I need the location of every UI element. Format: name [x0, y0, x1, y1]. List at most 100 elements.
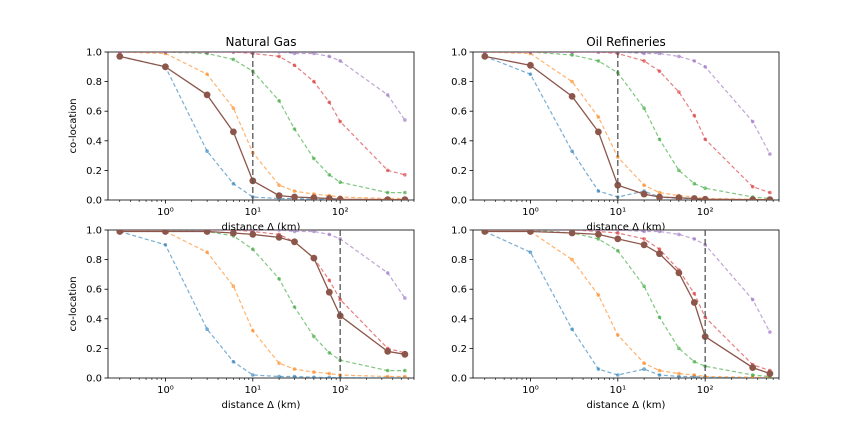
series-5-point — [528, 52, 533, 54]
y-tick-label: 0.0 — [451, 196, 467, 207]
chart-panel-2: 0.0 0.2 0.4 0.6 0.8 1.0 10⁰ 10¹ 10² Oil Refinerie… — [451, 35, 780, 233]
series-3-point — [277, 99, 281, 103]
series-line-4 — [484, 52, 771, 194]
series-3-point — [312, 334, 316, 339]
y-axis-label: co-location — [68, 276, 79, 331]
series-1-point — [570, 149, 574, 153]
series-3-point — [312, 156, 316, 161]
series-5-point — [677, 54, 681, 59]
series-4-point — [642, 237, 646, 241]
series-5-point — [277, 230, 281, 232]
series-3-point — [327, 351, 332, 355]
y-tick-label: 0.6 — [86, 107, 102, 118]
series-1-point — [163, 243, 168, 247]
series-line-4 — [119, 52, 406, 176]
series-1-point — [327, 375, 332, 378]
series-5-point — [231, 52, 236, 54]
x-tick-label: 10² — [697, 385, 714, 396]
series-6-point — [527, 61, 534, 69]
x-tick-label: 10⁰ — [157, 385, 174, 396]
series-2-point — [642, 361, 646, 366]
series-6-point — [230, 230, 237, 237]
series-2-point — [231, 106, 236, 110]
y-tick-label: 0.8 — [451, 77, 467, 88]
x-tick-label: 10¹ — [244, 385, 261, 396]
series-3-point — [616, 248, 620, 253]
y-tick-label: 1.0 — [86, 48, 102, 59]
series-6-point — [401, 196, 409, 200]
series-1-point — [657, 373, 662, 377]
series-line-6 — [119, 55, 405, 200]
series-5-point — [750, 119, 755, 124]
x-axis-label: distance Δ (km) — [587, 400, 666, 411]
y-tick-label: 1.0 — [451, 48, 467, 59]
series-2-point — [570, 257, 574, 262]
series-5-point — [657, 230, 662, 234]
series-3-point — [403, 368, 407, 373]
series-6-point — [162, 63, 169, 71]
series-6-point — [116, 230, 124, 235]
series-6-point — [656, 250, 663, 258]
series-6-point — [325, 288, 333, 296]
y-tick-label: 0.4 — [451, 314, 467, 325]
series-3-point — [692, 181, 697, 186]
series-3-point — [657, 137, 662, 142]
series-2-point — [403, 374, 407, 378]
series-6-point — [527, 230, 534, 235]
series-5-point — [338, 59, 343, 63]
series-6-point — [230, 128, 237, 136]
series-5-point — [750, 297, 755, 302]
x-tick-label: 10¹ — [609, 207, 626, 218]
y-tick-label: 1.0 — [86, 226, 102, 237]
series-5-point — [312, 230, 316, 234]
series-6-point — [568, 93, 576, 100]
series-line-2 — [484, 52, 770, 200]
series-4-point — [292, 63, 297, 68]
series-3-point — [231, 57, 236, 62]
y-axis-label: co-location — [68, 98, 79, 153]
series-4-point — [327, 100, 332, 105]
series-3-point — [677, 346, 681, 351]
series-6-point — [701, 195, 709, 200]
series-6-point — [401, 350, 409, 358]
series-6-point — [310, 254, 318, 262]
series-3-point — [338, 180, 343, 184]
series-6-point — [384, 196, 392, 200]
series-6-point — [614, 235, 622, 243]
series-line-6 — [484, 230, 771, 375]
series-6-point — [614, 181, 622, 189]
series-4-point — [692, 113, 697, 118]
series-2-point — [692, 373, 697, 377]
series-line-2 — [119, 230, 405, 378]
series-2-point — [570, 79, 574, 84]
series-5-point — [338, 237, 343, 241]
series-6-point — [675, 194, 683, 200]
x-tick-label: 10² — [697, 207, 714, 218]
y-tick-label: 0.6 — [86, 285, 102, 296]
series-3-point — [385, 190, 390, 195]
series-1-point — [312, 375, 316, 378]
series-line-3 — [119, 52, 405, 194]
series-3-point — [642, 106, 646, 110]
x-tick-label: 10² — [332, 207, 349, 218]
series-6-point — [116, 53, 124, 60]
series-5-point — [657, 52, 662, 56]
series-2-point — [205, 250, 209, 254]
series-3-point — [251, 247, 255, 251]
y-tick-label: 0.6 — [451, 107, 467, 118]
series-2-point — [277, 361, 281, 366]
chart-panel-1: 0.0 0.2 0.4 0.6 0.8 1.0 10⁰ 10¹ 10² Natural Gas di… — [68, 35, 415, 233]
series-line-1 — [484, 230, 770, 378]
x-tick-label: 10⁰ — [522, 385, 539, 396]
series-6-point — [749, 196, 757, 200]
series-5-point — [292, 52, 297, 56]
series-2-point — [657, 190, 662, 195]
series-2-point — [327, 371, 332, 376]
chart-panel-3: 0.0 0.2 0.4 0.6 0.8 1.0 10⁰ 10¹ 10² distance Δ (k… — [68, 226, 415, 411]
series-3-point — [385, 368, 390, 373]
series-3-point — [327, 173, 332, 177]
series-line-6 — [119, 230, 406, 355]
series-1-point — [251, 373, 255, 377]
series-6-point — [162, 230, 169, 235]
